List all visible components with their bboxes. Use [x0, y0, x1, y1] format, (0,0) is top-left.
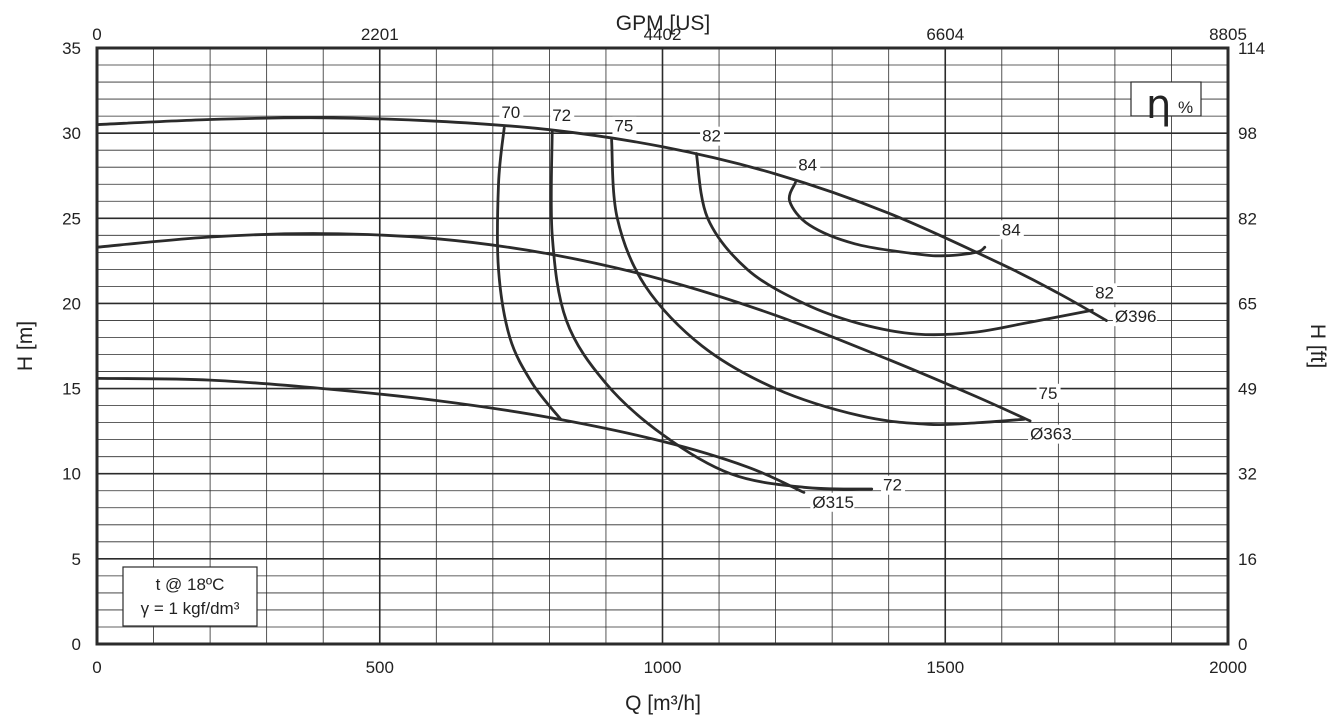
x-tick-label-bottom: 500 [366, 658, 394, 677]
curve-label: Ø315 [810, 492, 855, 512]
curve-label-text: 72 [552, 106, 571, 125]
head-curve-d396 [95, 116, 1108, 322]
efficiency-curve-70 [496, 126, 563, 421]
conditions-box: t @ 18ºC γ = 1 kgf/dm³ [122, 566, 258, 627]
curve-label-background [1093, 283, 1118, 303]
curve-label-text: Ø396 [1115, 307, 1157, 326]
curve-label-text: 84 [1002, 220, 1021, 239]
tick-labels: 0 500 1000 1500 2000 0 2201 4402 6604 8805 0 5 10 15 2… [62, 25, 1265, 677]
y-tick-label-left: 0 [72, 635, 81, 654]
curve-label-text: 84 [798, 156, 817, 175]
curve-label-text: 75 [614, 116, 633, 135]
curve-label-text: Ø363 [1030, 425, 1072, 444]
y-tick-label-right: 0 [1238, 635, 1247, 654]
curve-label-background [796, 155, 821, 175]
curve-label-text: Ø315 [812, 493, 854, 512]
curve-label-background [499, 102, 524, 122]
efficiency-legend-box: η % [1130, 81, 1202, 128]
grid [96, 47, 1229, 645]
x-tick-label-top: 4402 [644, 25, 682, 44]
curve-label: 72 [550, 106, 575, 126]
density-note: γ = 1 kgf/dm³ [141, 599, 240, 618]
efficiency-curve-82 [695, 152, 1094, 337]
y-tick-label-right: 16 [1238, 550, 1257, 569]
curve-label: 82 [1093, 283, 1118, 303]
y-tick-label-left: 10 [62, 465, 81, 484]
eta-unit: % [1178, 98, 1193, 117]
curve-label-background [810, 492, 855, 512]
curve-label: 75 [612, 116, 637, 136]
y-tick-label-left: 20 [62, 294, 81, 313]
x-tick-label-bottom: 2000 [1209, 658, 1247, 677]
curve-label-text: 72 [883, 476, 902, 495]
left-axis-title: H [m] [14, 321, 37, 371]
y-tick-label-left: 5 [72, 550, 81, 569]
x-tick-label-bottom: 1000 [644, 658, 682, 677]
right-axis-title: H [ft] [1306, 324, 1329, 368]
y-tick-label-left: 35 [62, 39, 81, 58]
curve-label: 84 [999, 220, 1024, 240]
y-tick-label-right: 82 [1238, 209, 1257, 228]
y-tick-label-left: 15 [62, 380, 81, 399]
curve-label-background [1036, 383, 1061, 403]
curve-label-background [1028, 424, 1073, 444]
curve-label-text: 82 [702, 127, 721, 146]
curve-label-background [700, 126, 725, 146]
y-tick-label-left: 25 [62, 209, 81, 228]
curve-label-text: 75 [1039, 384, 1058, 403]
curve-label: 82 [700, 126, 725, 146]
x-tick-label-top: 8805 [1209, 25, 1247, 44]
curve-label: Ø396 [1112, 307, 1157, 327]
curve-label: Ø363 [1028, 424, 1073, 444]
y-tick-label-right: 65 [1238, 294, 1257, 313]
efficiency-curve-75 [610, 138, 1026, 427]
top-axis-title: GPM [US] [616, 12, 711, 35]
x-tick-label-top: 0 [92, 25, 101, 44]
curves [95, 116, 1108, 494]
y-tick-label-right: 32 [1238, 465, 1257, 484]
y-tick-label-right: 98 [1238, 124, 1257, 143]
curve-label-background [881, 475, 906, 495]
x-tick-label-bottom: 1500 [926, 658, 964, 677]
head-curve-d363 [95, 232, 1032, 423]
x-tick-label-top: 2201 [361, 25, 399, 44]
plot-frame [95, 46, 1230, 646]
curve-label-background [999, 220, 1024, 240]
bottom-axis-title: Q [m³/h] [625, 692, 701, 715]
curve-label-background [550, 106, 575, 126]
curve-label-text: 82 [1095, 283, 1114, 302]
curve-label: 72 [881, 475, 906, 495]
temperature-note: t @ 18ºC [156, 575, 225, 594]
head-curve-d315 [95, 377, 806, 494]
x-tick-label-bottom: 0 [92, 658, 101, 677]
curve-label: 84 [796, 155, 821, 175]
y-tick-label-right: 49 [1238, 380, 1257, 399]
eta-symbol: η [1146, 82, 1171, 128]
y-tick-label-left: 30 [62, 124, 81, 143]
curve-label-text: 70 [501, 103, 520, 122]
curve-label-background [1112, 307, 1157, 327]
y-tick-label-right: 114 [1238, 39, 1265, 58]
curve-label: 70 [499, 102, 524, 122]
curve-label: 75 [1036, 383, 1061, 403]
x-tick-label-top: 6604 [926, 25, 964, 44]
curve-label-background [612, 116, 637, 136]
